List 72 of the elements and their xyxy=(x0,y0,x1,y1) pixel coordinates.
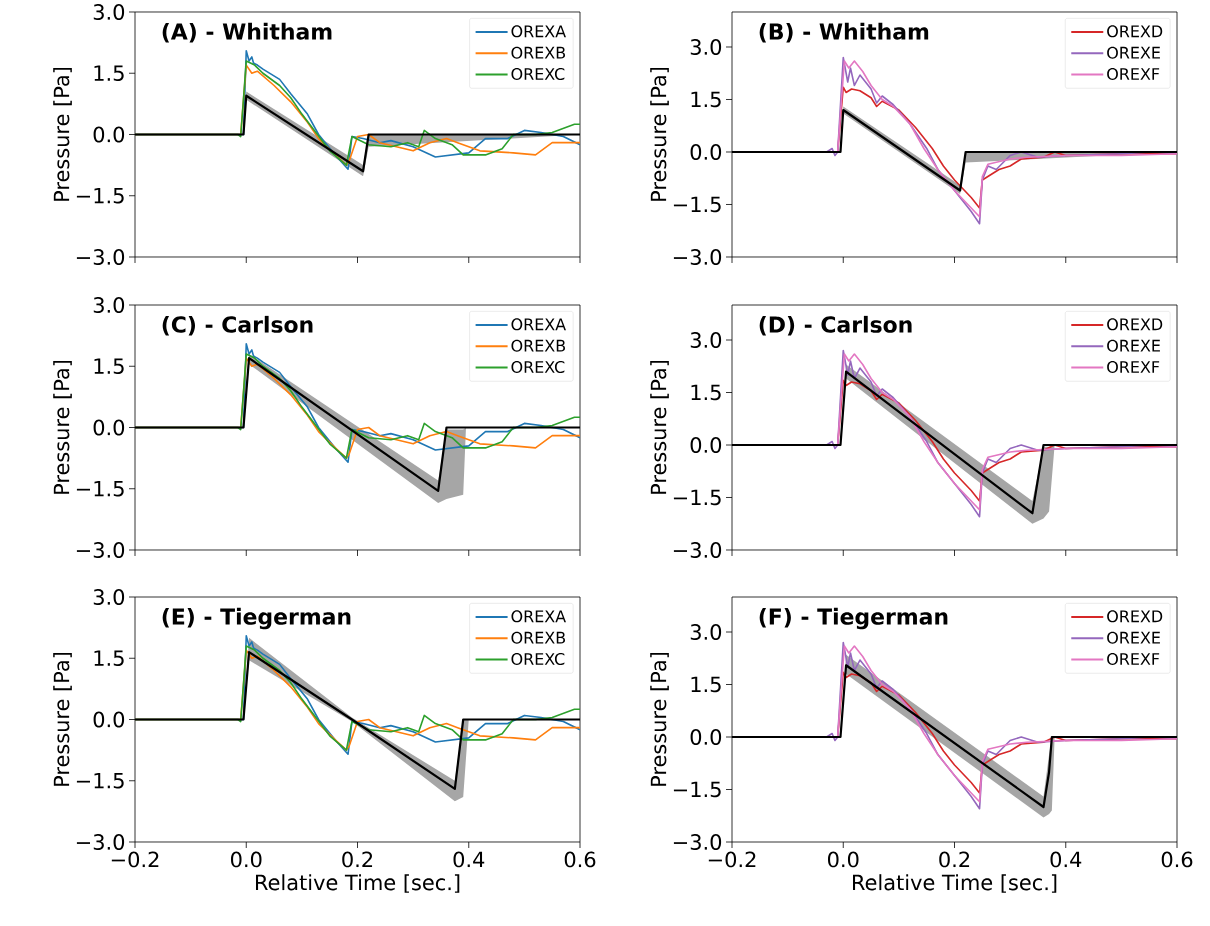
y-tick-label: −3.0 xyxy=(76,542,125,558)
chart-title: (C) - Carlson xyxy=(162,315,313,336)
x-tick-label: 0.2 xyxy=(342,851,373,868)
y-tick-label: 0.0 xyxy=(93,419,125,436)
y-tick-label: −1.5 xyxy=(76,772,124,789)
y-tick-label: 3.0 xyxy=(93,589,125,605)
chart-title: (E) - Tiegerman xyxy=(162,607,351,630)
x-tick-label: 0.6 xyxy=(564,851,596,868)
x-tick-label: 0.0 xyxy=(828,851,859,868)
legend-label: OREXF xyxy=(1107,67,1160,80)
legend-label: OREXF xyxy=(1107,652,1160,665)
chart-title: (B) - Whitham xyxy=(759,22,929,43)
x-tick-label: 0.0 xyxy=(231,851,262,868)
y-tick-label: 0.0 xyxy=(93,126,125,143)
y-tick-label: 3.0 xyxy=(690,39,722,55)
legend-label: OREXE xyxy=(1107,339,1160,352)
y-tick-label: 1.5 xyxy=(691,676,721,693)
legend-label: OREXA xyxy=(511,610,566,623)
legend-label: OREXC xyxy=(511,67,565,80)
x-tick-label: 0.4 xyxy=(453,851,485,868)
legend-label: OREXE xyxy=(1107,46,1160,59)
legend-label: OREXA xyxy=(511,25,566,38)
y-axis-title: Pressure [Pa] xyxy=(53,67,72,201)
y-tick-label: 0.0 xyxy=(93,711,125,728)
y-tick-label: 1.5 xyxy=(691,91,721,108)
legend-label: OREXC xyxy=(511,652,565,665)
x-tick-label: 0.4 xyxy=(1050,851,1082,868)
x-tick-label: 0.2 xyxy=(939,851,970,868)
y-tick-label: 3.0 xyxy=(690,624,722,640)
legend-label: OREXC xyxy=(511,360,565,373)
y-axis-title: Pressure [Pa] xyxy=(53,360,72,494)
y-axis-title: Pressure [Pa] xyxy=(650,652,669,786)
y-tick-label: −1.5 xyxy=(673,489,721,506)
x-axis-title: Relative Time [sec.] xyxy=(255,874,460,893)
x-tick-label: −0.2 xyxy=(111,851,159,868)
y-tick-label: 0.0 xyxy=(690,437,722,453)
legend-label: OREXF xyxy=(1107,360,1160,373)
legend-label: OREXE xyxy=(1107,631,1160,644)
y-axis-title: Pressure [Pa] xyxy=(650,360,669,494)
y-tick-label: −3.0 xyxy=(76,834,125,850)
y-axis-title: Pressure [Pa] xyxy=(650,67,669,201)
legend-label: OREXB xyxy=(511,631,566,644)
chart-title: (D) - Carlson xyxy=(759,315,912,336)
y-tick-label: −1.5 xyxy=(76,187,124,204)
legend-label: OREXD xyxy=(1107,318,1163,331)
legend-label: OREXD xyxy=(1107,610,1163,623)
chart-title: (F) - Tiegerman xyxy=(759,607,948,630)
y-tick-label: −3.0 xyxy=(673,834,722,850)
y-tick-label: 1.5 xyxy=(94,65,124,82)
chart-title: (A) - Whitham xyxy=(162,22,332,43)
legend-label: OREXA xyxy=(511,318,566,331)
y-tick-label: 1.5 xyxy=(94,358,124,375)
x-tick-label: −0.2 xyxy=(708,851,756,868)
y-tick-label: 3.0 xyxy=(93,4,125,20)
y-tick-label: 1.5 xyxy=(691,384,721,401)
y-tick-label: 3.0 xyxy=(690,332,722,348)
x-axis-title: Relative Time [sec.] xyxy=(853,874,1057,893)
y-tick-label: −3.0 xyxy=(673,249,722,265)
y-tick-label: 1.5 xyxy=(94,650,124,667)
y-tick-label: 0.0 xyxy=(690,144,722,160)
legend-label: OREXB xyxy=(511,46,566,59)
legend-label: OREXB xyxy=(511,339,566,352)
y-tick-label: −1.5 xyxy=(673,781,721,798)
y-tick-label: −1.5 xyxy=(673,196,721,213)
legend-label: OREXD xyxy=(1107,25,1163,38)
y-tick-label: −3.0 xyxy=(76,249,125,265)
x-tick-label: 0.6 xyxy=(1161,851,1193,868)
y-tick-label: −3.0 xyxy=(673,542,722,558)
y-axis-title: Pressure [Pa] xyxy=(53,652,72,786)
y-tick-label: 0.0 xyxy=(690,729,722,745)
y-tick-label: 3.0 xyxy=(93,297,125,313)
y-tick-label: −1.5 xyxy=(76,480,124,497)
